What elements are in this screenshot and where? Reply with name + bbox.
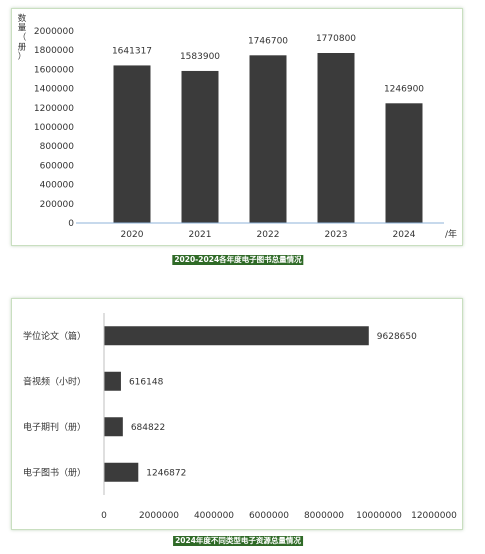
y-axis-label: 数量（册） [18,13,27,62]
x-tick-label: 12000000 [411,511,457,521]
y-axis-label-char: ） [18,51,27,62]
bar-2023 [317,53,355,223]
y-tick-label: 400000 [40,181,75,191]
bar-value-label: 1246872 [146,468,186,478]
chart2-title: 2024年度不同类型电子资源总量情况 [173,536,303,546]
bar-value-label: 1746700 [248,36,288,46]
x-tick-label: 2024 [393,230,416,240]
y-tick-label: 2000000 [34,27,74,37]
x-tick-label: 4000000 [194,511,234,521]
bar-2021 [181,70,219,223]
bar-value-label: 1770800 [316,34,356,44]
x-tick-label: 2000000 [139,511,179,521]
annual-ebook-bar-chart: 数量（册） 0 200000 400000 600000 800000 1000000 12… [18,13,457,240]
chart1-title: 2020-2024各年度电子图书总量情况 [172,255,304,265]
bar-row [104,326,369,346]
y-category-label: 电子图书（册） [23,466,86,478]
bar-row [104,462,139,482]
y-axis-label-char: 册 [18,43,27,53]
y-tick-label: 0 [68,219,74,229]
y-tick-label: 1000000 [34,123,74,133]
resource-type-bar-chart: 学位论文（篇） 音视频（小时） 电子期刊（册） 电子图书（册） 9628650 6161… [23,313,457,521]
bar-2024 [385,103,423,223]
bar-value-label: 1641317 [112,46,152,56]
annual-ebook-chart-panel: 数量（册） 0 200000 400000 600000 800000 1000000 12… [11,8,463,246]
bar-row [104,371,121,391]
x-tick-label: 2022 [257,230,280,240]
y-category-label: 电子期刊（册） [23,421,86,433]
bar-value-label: 1246900 [384,84,424,94]
y-category-label: 学位论文（篇） [23,330,86,342]
y-axis-label-char: 量 [18,24,27,34]
y-axis-label-char: 数 [18,13,27,24]
y-tick-label: 600000 [40,161,75,171]
y-tick-label: 1800000 [34,46,74,56]
bar-value-label: 1583900 [180,52,220,62]
bar-value-label: 684822 [131,423,165,433]
y-tick-label: 1400000 [34,85,74,95]
resource-type-chart-panel: 学位论文（篇） 音视频（小时） 电子期刊（册） 电子图书（册） 9628650 6161… [11,298,463,530]
bar-value-label: 9628650 [377,332,417,342]
y-category-label: 音视频（小时） [23,375,86,387]
bar-value-label: 616148 [129,377,164,387]
bar-2020 [113,65,151,223]
x-tick-label: 6000000 [249,511,289,521]
x-axis-unit: /年 [445,228,457,240]
x-tick-label: 0 [101,511,107,521]
x-tick-label: 8000000 [304,511,344,521]
bar-row [104,417,123,437]
y-tick-label: 200000 [40,200,75,210]
bar-2022 [249,55,287,223]
y-tick-label: 800000 [40,142,75,152]
y-tick-label: 1200000 [34,104,74,114]
x-tick-label: 10000000 [356,511,402,521]
x-tick-label: 2020 [121,230,144,240]
x-tick-label: 2023 [325,230,348,240]
x-tick-label: 2021 [189,230,212,240]
y-tick-label: 1600000 [34,65,74,75]
y-axis-label-char: （ [18,32,27,43]
